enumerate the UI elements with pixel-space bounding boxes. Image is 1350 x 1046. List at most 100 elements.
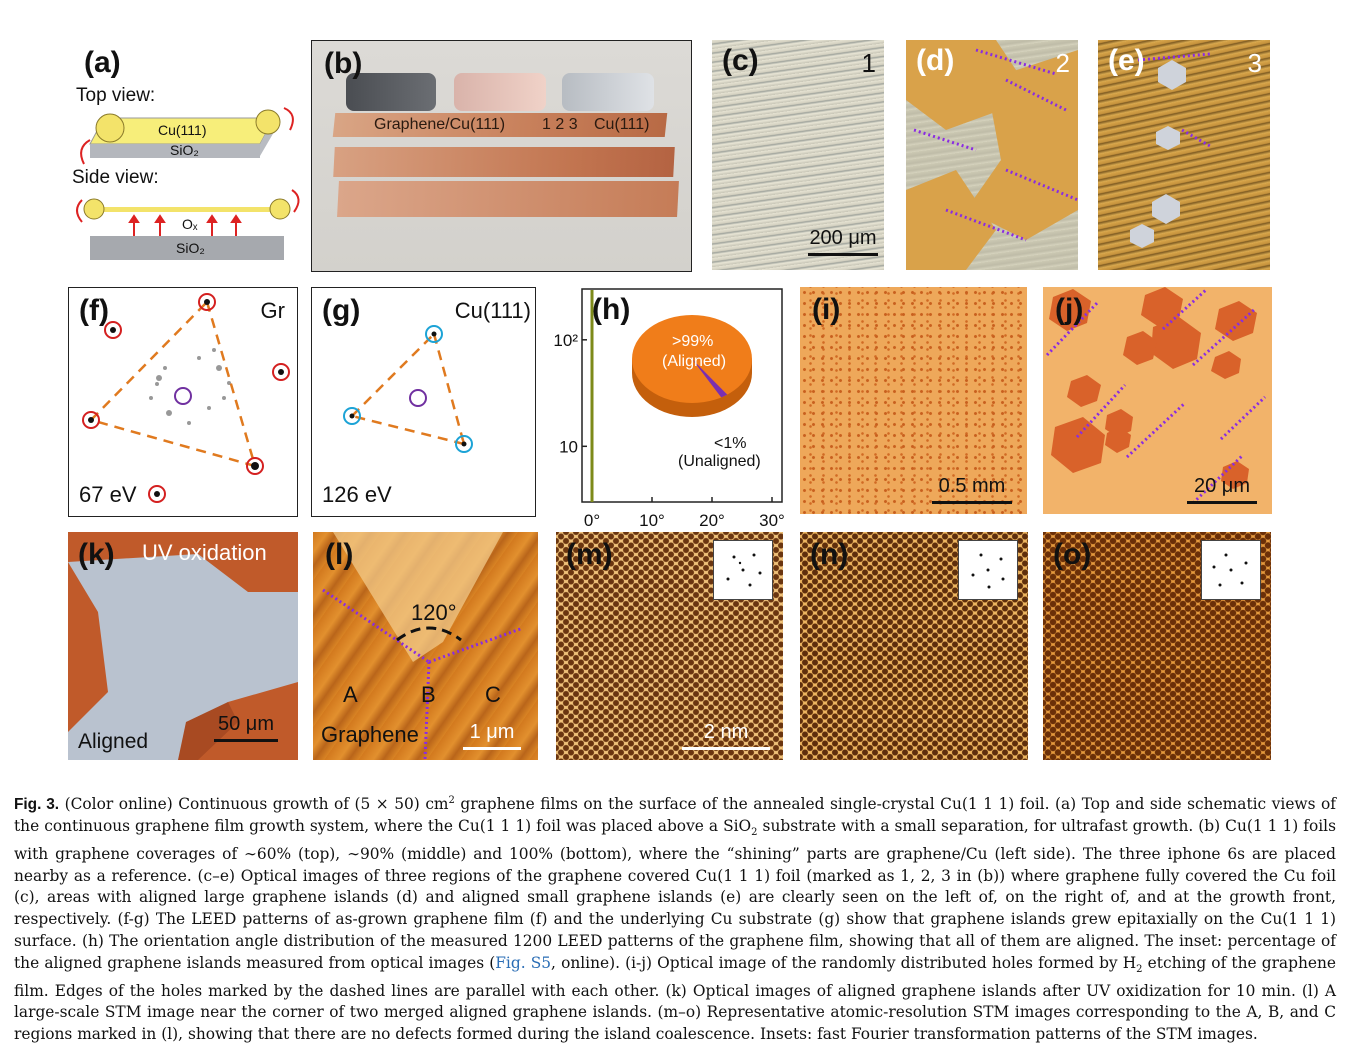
panel-l-scalebar: 1 μm [463,721,521,750]
panel-a: (a) Top view: Cu(111) SiO₂ Side view: Oₓ… [62,40,302,272]
panel-k-scale-line [214,739,278,742]
top-view-label: Top view: [76,85,156,106]
panel-c-scalebar: 200 μm [808,227,878,256]
pie-unaligned-label: (Unaligned) [678,453,761,470]
pie-aligned-pct: >99% [672,333,714,350]
panel-m-scalebar: 2 nm [682,721,770,750]
cu111-label-top: Cu(111) [158,122,207,138]
panel-l-scale-text: 1 μm [469,721,515,743]
panel-m-scale-line [682,747,770,750]
panel-l-region-c: C [485,682,501,707]
panel-k-title: UV oxidation [142,540,267,565]
panel-g-energy: 126 eV [322,482,392,507]
h-ytick-label: 10 [559,437,578,456]
panel-c-number: 1 [861,48,876,78]
panel-k-scale-text: 50 μm [218,713,274,735]
panel-g: (g) Cu(111) 126 eV [311,287,536,517]
caption-fig-label: Fig. 3. [14,796,60,814]
caption-sup-1: 2 [448,795,455,806]
foil-top-markers: 1 2 3 [542,116,578,133]
panel-a-label: (a) [84,46,121,79]
phone-gray [346,73,436,111]
panel-h-label: (h) [592,293,631,326]
panel-k: (k) UV oxidation Aligned 50 μm [68,532,298,760]
panel-d-islands [906,40,1078,270]
panel-f-energy: 67 eV [79,482,137,507]
panel-g-leed [343,325,473,453]
foil-top-cu-label: Cu(111) [594,116,650,133]
panel-c-scale-line [808,253,878,256]
panel-k-label: (k) [78,538,115,571]
foil-bottom [337,181,679,217]
caption-part-5: etching of the graphene film. Edges of t… [14,953,1337,1044]
panel-o-label: (o) [1053,538,1092,571]
top-view-schematic [80,107,294,165]
panel-j-scale-line [1187,501,1257,504]
panel-n-fft-inset [958,540,1018,600]
panel-l: (l) 120° A B C Graphene 1 μm [313,532,538,760]
panel-j: (j) 20 μm [1043,287,1272,514]
panel-l-label: (l) [325,538,354,571]
side-view-schematic [76,189,300,260]
pie-slice-unaligned [692,359,728,398]
side-view-label: Side view: [72,167,159,188]
panel-i: (i) 0.5 mm [800,287,1027,514]
panel-m: (m) 2 nm [556,532,783,760]
panel-i-scalebar: 0.5 mm [932,475,1012,504]
sio2-label-top: SiO₂ [170,142,199,158]
panel-m-fft-inset [713,540,773,600]
pie-unaligned-pct: <1% [714,435,747,452]
panel-n-label: (n) [810,538,849,571]
panel-f-label: (f) [79,294,109,327]
panel-l-stm [322,532,524,760]
panel-l-material: Graphene [321,722,419,747]
panel-o-fft-inset [1201,540,1261,600]
panel-f: (f) Gr 67 eV [68,287,298,517]
sio2-label-side: SiO₂ [176,240,205,256]
panel-b-label: (b) [324,47,363,80]
panel-c-scale-text: 200 μm [809,227,877,249]
panel-j-scalebar: 20 μm [1187,475,1257,504]
h-xtick-label: 10° [639,511,665,530]
panel-e-label: (e) [1108,44,1145,77]
panel-e-islands [1130,52,1211,248]
panel-l-region-a: A [343,682,358,707]
panel-c-label: (c) [722,44,759,77]
panel-f-leed [82,293,290,503]
foil-top-graphene-label: Graphene/Cu(111) [374,116,506,133]
phone-rose [454,73,546,111]
phone-silver [562,73,654,111]
panel-h-chart: 10 10² 0° 10° 20° 30° [553,288,785,530]
panel-h: 10 10² 0° 10° 20° 30° (h) >99% (Aligned) <1% … [548,287,792,532]
h-ytick-label: 10² [553,331,578,350]
panel-g-tag: Cu(111) [454,298,531,323]
caption-link-fig-s5[interactable]: Fig. S5 [495,953,552,972]
caption-part-1: (Color online) Continuous growth of (5 ×… [64,795,449,814]
h-xtick-label: 0° [584,511,600,530]
panel-f-tag: Gr [260,298,285,323]
panel-n: (n) [800,532,1028,760]
panel-d-label: (d) [916,44,955,77]
panel-l-region-b: B [421,682,436,707]
panel-o: (o) [1043,532,1271,760]
pie-aligned-label: (Aligned) [662,353,727,370]
panel-j-holes [1045,287,1267,505]
ox-label: Oₓ [182,216,198,232]
caption-sub-2: 2 [1136,963,1143,975]
panel-d: (d) 2 [906,40,1078,270]
panel-i-scale-line [932,501,1012,504]
panel-j-scale-text: 20 μm [1194,475,1250,497]
panel-b: (b) Graphene/Cu(111) 1 2 3 Cu(111) [311,40,692,272]
panel-i-label: (i) [812,293,841,326]
panel-l-angle: 120° [411,600,457,625]
h-xtick-label: 20° [699,511,725,530]
panel-c: (c) 1 200 μm [712,40,884,270]
h-xtick-label: 30° [759,511,785,530]
panel-i-scale-text: 0.5 mm [938,475,1006,497]
panel-k-corner: Aligned [78,730,149,753]
panel-k-scalebar: 50 μm [214,713,278,742]
panel-e: (e) 3 [1098,40,1270,270]
caption-part-2: graphene films on the surface of the ann… [14,795,1336,835]
foil-middle [333,147,675,177]
caption-sub-1: 2 [751,827,758,838]
